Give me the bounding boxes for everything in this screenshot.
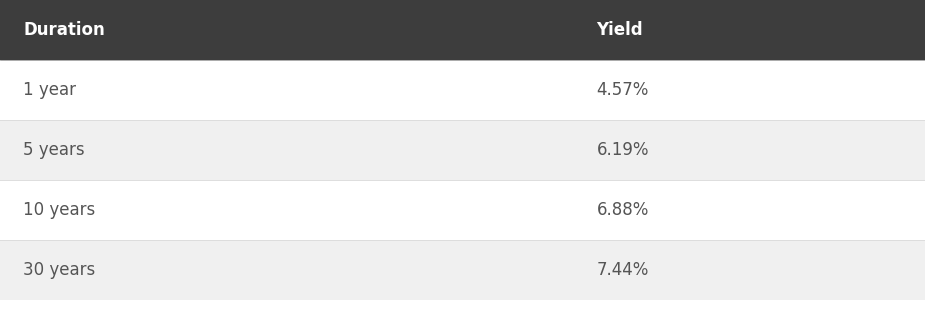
Text: Yield: Yield [597,21,643,39]
FancyBboxPatch shape [0,240,925,300]
FancyBboxPatch shape [0,0,925,60]
FancyBboxPatch shape [0,60,925,120]
Text: 6.19%: 6.19% [597,141,649,159]
Text: 5 years: 5 years [23,141,85,159]
Text: 4.57%: 4.57% [597,81,649,99]
Text: 7.44%: 7.44% [597,261,649,279]
Text: 10 years: 10 years [23,201,95,219]
Text: Duration: Duration [23,21,105,39]
Text: 30 years: 30 years [23,261,95,279]
FancyBboxPatch shape [0,180,925,240]
Text: 6.88%: 6.88% [597,201,649,219]
Text: 1 year: 1 year [23,81,76,99]
FancyBboxPatch shape [0,120,925,180]
